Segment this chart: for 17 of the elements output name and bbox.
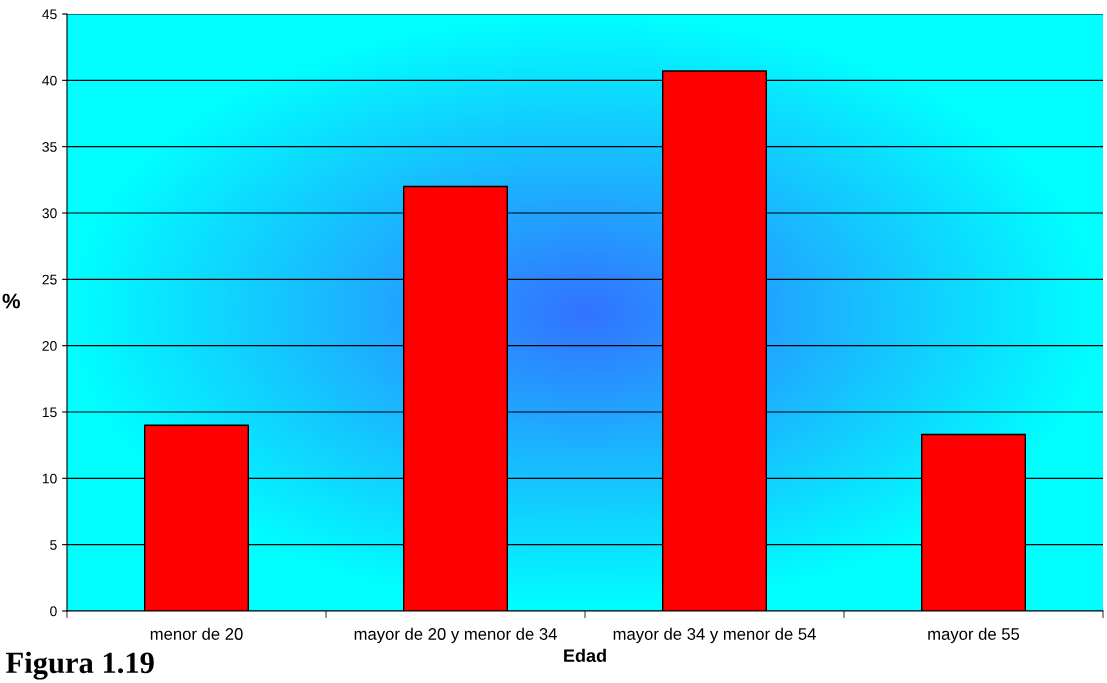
x-tick-label: menor de 20: [150, 627, 243, 640]
y-tick-label: 45: [42, 9, 57, 20]
y-tick-label: 0: [50, 606, 57, 617]
y-tick-label: 25: [42, 274, 57, 285]
x-axis-title: Edad: [564, 648, 606, 663]
y-tick-label: 40: [42, 75, 57, 86]
y-tick-label: 30: [42, 208, 57, 219]
y-tick-label: 5: [50, 540, 57, 550]
x-tick-label: mayor de 55: [928, 627, 1020, 644]
y-tick-label: 10: [42, 473, 57, 484]
text: Figura 1.19: [6, 651, 154, 680]
y-tick-label: 20: [42, 341, 57, 351]
x-tick-label: mayor de 34 y menor de 54: [613, 627, 816, 644]
y-axis-title: %: [2, 293, 20, 309]
x-tick-label: mayor de 20 y menor de 34: [354, 627, 557, 644]
y-tick-label: 35: [42, 142, 57, 152]
y-tick-label: 15: [42, 407, 57, 418]
